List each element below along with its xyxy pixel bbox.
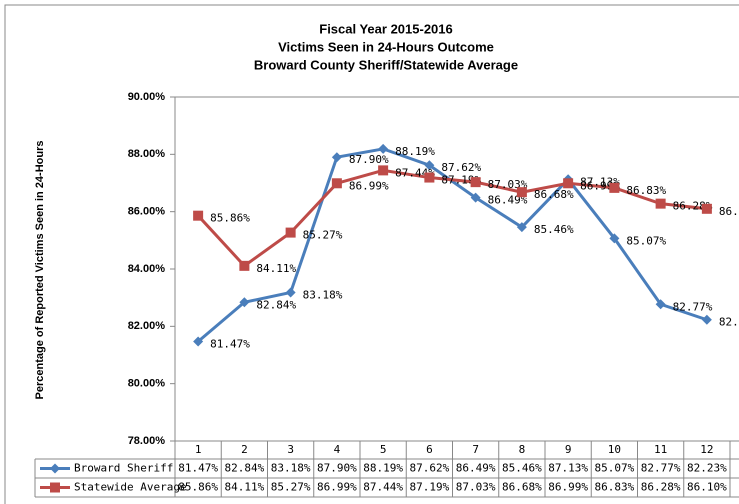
data-point [609,182,620,193]
data-label: 85.27% [303,229,343,242]
data-point [470,192,481,203]
data-point [331,152,342,163]
data-point [701,314,712,325]
x-tick-label: 6 [426,443,433,456]
table-cell: 85.07% [595,462,635,475]
table-cell: 87.44% [363,481,403,494]
data-point [193,210,204,221]
table-cell: 87.19% [410,481,450,494]
x-tick-label: 5 [380,443,387,456]
table-cell: 86.28% [641,481,681,494]
data-point [563,178,574,189]
data-label: 82.23% [719,316,739,329]
x-tick-label: 3 [287,443,294,456]
data-point [378,165,389,176]
data-label: 85.07% [626,234,666,247]
table-cell: 88.19% [363,462,403,475]
table-cell: 86.10% [687,481,727,494]
table-cell: 86.99% [317,481,357,494]
data-label: 86.10% [719,205,739,218]
data-label: 86.99% [349,179,389,192]
data-point [285,287,296,298]
legend-label: Broward Sheriff [74,462,173,475]
y-axis-label: Percentage of Reported Victims Seen in 2… [34,141,46,400]
y-tick-label: 80.00% [128,378,166,390]
data-label: 87.90% [349,153,389,166]
y-tick-label: 82.00% [128,320,166,332]
data-label: 84.11% [256,262,296,275]
data-point [516,222,527,233]
data-point [701,203,712,214]
table-cell: 82.23% [687,462,727,475]
table-cell: 82.77% [641,462,681,475]
x-tick-label: 7 [472,443,479,456]
table-cell: 87.90% [317,462,357,475]
data-label: 86.68% [534,188,574,201]
table-cell: 86.68% [502,481,542,494]
y-tick-label: 90.00% [128,91,166,103]
table-cell: 87.13% [548,462,588,475]
y-tick-label: 86.00% [128,206,166,218]
data-label: 86.83% [626,184,666,197]
data-point [331,178,342,189]
table-cell: 81.47% [178,462,218,475]
chart-border [4,4,739,504]
table-cell: 83.18% [271,462,311,475]
table-cell: 86.83% [595,481,635,494]
data-point [239,260,250,271]
x-tick-label: 1 [195,443,202,456]
data-point [50,482,60,493]
table-cell: 82.84% [225,462,265,475]
series-line [197,168,708,268]
x-tick-label: 12 [700,443,713,456]
data-label: 88.19% [395,145,435,158]
data-label: 83.18% [303,289,343,302]
legend-label: Statewide Average [74,481,187,494]
x-tick-label: 10 [608,443,621,456]
chart-title: Broward County Sheriff/Statewide Average [254,57,518,72]
chart-title: Fiscal Year 2015-2016 [319,21,453,36]
y-tick-label: 84.00% [128,263,166,275]
series-line [197,147,708,343]
data-point [516,187,527,198]
data-point [424,172,435,183]
y-tick-label: 78.00% [128,435,166,447]
data-label: 81.47% [210,338,250,351]
data-point [285,227,296,238]
data-point [378,143,389,154]
x-tick-label: 2 [241,443,248,456]
data-point [239,297,250,308]
table-cell: 85.46% [502,462,542,475]
data-point [50,463,60,474]
x-tick-label: 8 [519,443,526,456]
table-cell: 85.86% [178,481,218,494]
table-cell: 84.11% [225,481,265,494]
data-label: 82.84% [256,298,296,311]
data-point [655,299,666,310]
x-tick-label: 4 [334,443,341,456]
table-cell: 87.03% [456,481,496,494]
data-label: 85.86% [210,212,250,225]
table-cell: 85.27% [271,481,311,494]
table-cell: 86.49% [456,462,496,475]
data-label: 87.62% [441,161,481,174]
data-point [655,198,666,209]
data-point [424,160,435,171]
data-label: 85.46% [534,223,574,236]
data-point [609,233,620,244]
data-point [193,336,204,347]
table-cell: 87.62% [410,462,450,475]
x-tick-label: 9 [565,443,572,456]
y-tick-label: 88.00% [128,148,166,160]
x-tick-label: 11 [654,443,667,456]
data-point [470,177,481,188]
chart-title: Victims Seen in 24-Hours Outcome [278,39,494,54]
data-label: 82.77% [673,300,713,313]
table-cell: 86.99% [548,481,588,494]
